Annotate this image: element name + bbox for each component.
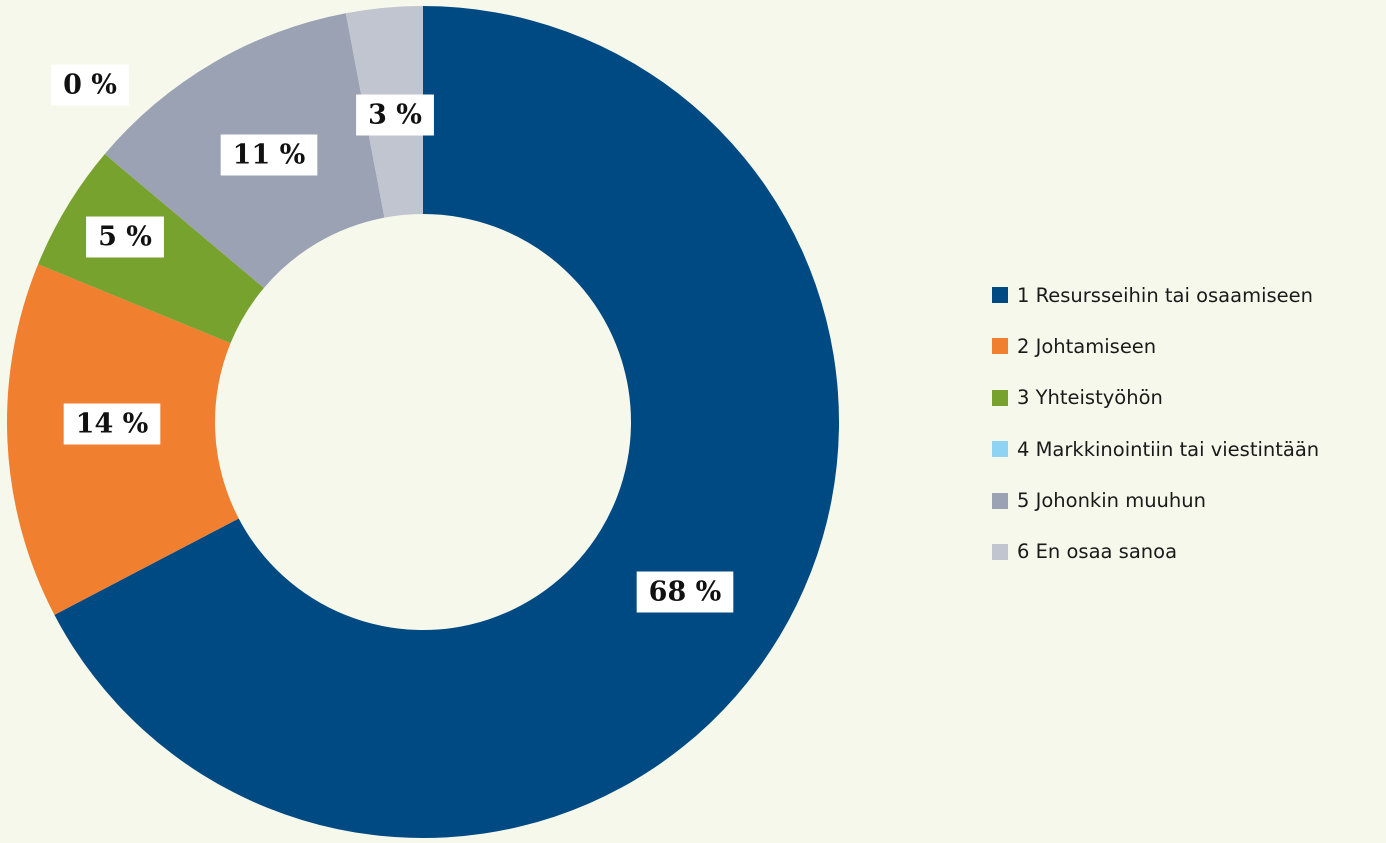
data-label-box: [51, 64, 129, 106]
data-label-yhteistyo: 5 %: [86, 216, 164, 258]
data-label-markkinointi: 0 %: [51, 64, 129, 106]
data-label-text: 0 %: [63, 70, 117, 101]
data-label-text: 11 %: [233, 140, 306, 171]
data-labels: 68 % 14 % 5 % 0 % 11 % 3 %: [51, 64, 734, 613]
legend-swatch: [992, 287, 1008, 303]
data-label-box: [63, 403, 161, 445]
legend: 1 Resursseihin tai osaamiseen 2 Johtamis…: [992, 277, 1319, 585]
legend-swatch: [992, 389, 1008, 406]
legend-swatch: [992, 492, 1008, 509]
legend-label: 4 Markkinointiin tai viestintään: [1017, 437, 1320, 461]
data-label-box: [636, 571, 734, 613]
donut-chart: 68 % 14 % 5 % 0 % 11 % 3 %: [6, 6, 839, 838]
legend-label: 2 Johtamiseen: [1017, 334, 1157, 358]
legend-swatch: [992, 441, 1008, 458]
data-label-resurssit: 68 %: [636, 571, 734, 613]
legend-label: 3 Yhteistyöhön: [1017, 386, 1163, 410]
legend-label: 5 Johonkin muuhun: [1017, 489, 1206, 513]
data-label-text: 68 %: [649, 577, 722, 608]
data-label-box: [86, 216, 164, 258]
legend-item-muu: 5 Johonkin muuhun: [992, 483, 1319, 519]
legend-label: 1 Resursseihin tai osaamiseen: [1017, 283, 1314, 307]
data-label-johtaminen: 14 %: [63, 403, 161, 445]
slice-resurssit: [54, 6, 839, 838]
data-label-box: [220, 134, 318, 176]
data-label-text: 5 %: [98, 222, 152, 253]
data-label-muu: 11 %: [220, 134, 318, 176]
data-label-text: 3 %: [368, 100, 422, 131]
data-label-en-osaa: 3 %: [356, 94, 434, 136]
legend-item-johtaminen: 2 Johtamiseen: [992, 328, 1319, 364]
legend-item-resurssit: 1 Resursseihin tai osaamiseen: [992, 277, 1319, 313]
legend-swatch: [992, 338, 1008, 355]
legend-item-markkinointi: 4 Markkinointiin tai viestintään: [992, 431, 1319, 467]
legend-item-en-osaa: 6 En osaa sanoa: [992, 534, 1319, 570]
data-label-box: [356, 94, 434, 136]
legend-swatch: [992, 543, 1008, 560]
legend-label: 6 En osaa sanoa: [1017, 540, 1178, 564]
data-label-text: 14 %: [76, 409, 149, 440]
legend-item-yhteistyo: 3 Yhteistyöhön: [992, 380, 1319, 416]
